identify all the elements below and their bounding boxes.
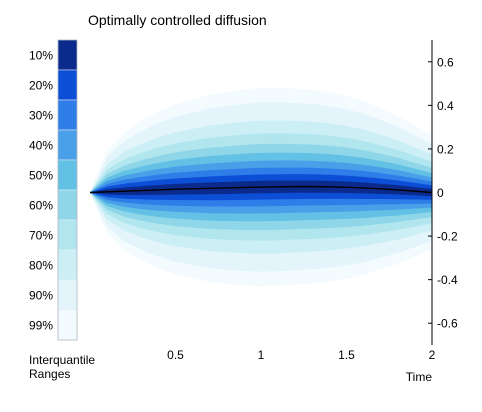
legend-label-10: 10% xyxy=(29,49,53,63)
x-tick-label: 0.5 xyxy=(167,348,184,362)
y-tick-label: -0.2 xyxy=(437,230,458,244)
legend-label-90: 90% xyxy=(29,289,53,303)
legend-swatch-50 xyxy=(57,159,78,191)
legend-swatch-90 xyxy=(57,279,78,311)
legend-frame xyxy=(57,39,78,341)
y-tick-label: -0.6 xyxy=(437,317,458,331)
legend-label-70: 70% xyxy=(29,229,53,243)
y-tick-label: 0.4 xyxy=(437,99,454,113)
legend-label-50: 50% xyxy=(29,169,53,183)
x-tick-label: 2 xyxy=(429,348,436,362)
axes: 0.6 0.4 0.2 0 -0.2 -0.4 -0.6 0.5 1 1.5 2 xyxy=(167,40,458,362)
legend-swatch-60 xyxy=(57,189,78,221)
legend: 10% 20% 30% 40% 50% 60% 70% 80% 90% 99% Interquant… xyxy=(29,39,95,381)
median-line xyxy=(89,185,433,194)
legend-label-40: 40% xyxy=(29,139,53,153)
chart-title: Optimally controlled diffusion xyxy=(88,12,267,28)
legend-swatch-99 xyxy=(57,309,78,341)
y-tick-label: 0.6 xyxy=(437,55,454,69)
legend-label-30: 30% xyxy=(29,109,53,123)
x-tick-label: 1 xyxy=(258,348,265,362)
legend-label-99: 99% xyxy=(29,319,53,333)
legend-label-60: 60% xyxy=(29,199,53,213)
plot-area xyxy=(89,87,433,287)
legend-swatch-10 xyxy=(57,39,78,71)
legend-swatch-80 xyxy=(57,249,78,281)
legend-swatch-70 xyxy=(57,219,78,251)
legend-swatch-40 xyxy=(57,129,78,161)
legend-swatch-20 xyxy=(57,69,78,101)
legend-title: Interquantile Ranges xyxy=(29,353,95,381)
y-tick-label: 0.2 xyxy=(437,142,454,156)
y-tick-label: 0 xyxy=(437,186,444,200)
legend-label-80: 80% xyxy=(29,259,53,273)
band-10 xyxy=(90,180,432,197)
x-axis-label: Time xyxy=(406,370,433,384)
y-tick-label: -0.4 xyxy=(437,273,458,287)
x-tick-label: 1.5 xyxy=(338,348,355,362)
legend-label-20: 20% xyxy=(29,79,53,93)
legend-swatch-30 xyxy=(57,99,78,131)
